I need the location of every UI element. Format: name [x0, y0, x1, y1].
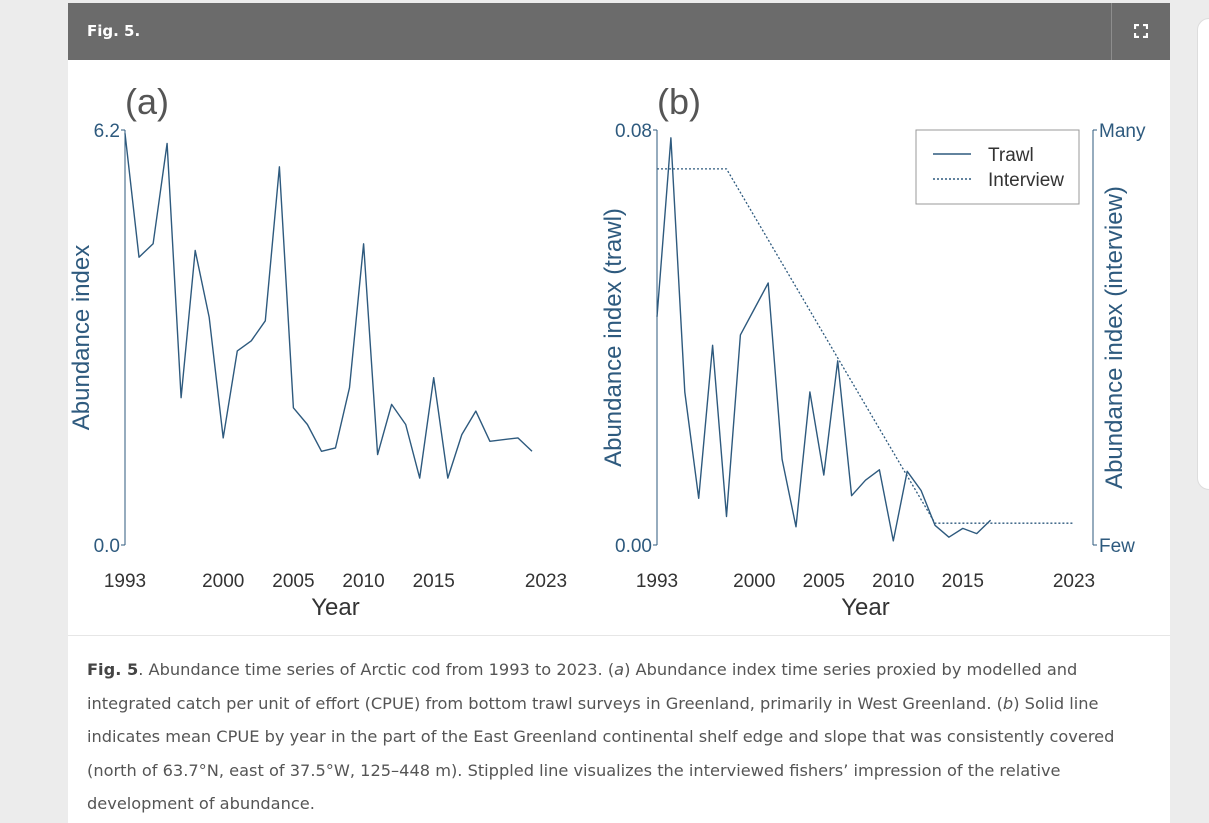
caption-label: Fig. 5: [87, 660, 139, 679]
caption-text-3: ) Solid line indicates mean CPUE by year…: [87, 693, 1115, 814]
figure-caption: Fig. 5. Abundance time series of Arctic …: [87, 653, 1157, 821]
x-tick-label: 2023: [525, 571, 567, 592]
y-tick-label: 6.2: [94, 121, 120, 142]
y-tick-label: 0.08: [615, 121, 652, 142]
y-tick-label-right: Few: [1099, 536, 1135, 557]
series-line-interview: [657, 168, 1074, 524]
x-tick-label: 2015: [942, 571, 984, 592]
figure-card: Fig. 5. (a) 6.2 0.0 Abundance index 1993 2000…: [68, 3, 1170, 823]
divider: [68, 635, 1170, 636]
figure-image: (a) 6.2 0.0 Abundance index 1993 2000 2005 2010…: [68, 60, 1170, 635]
y-axis-label: Abundance index: [68, 245, 95, 430]
x-tick-label: 2005: [803, 571, 845, 592]
x-axis-label: Year: [311, 594, 360, 621]
y-tick-label: 0.00: [615, 536, 652, 557]
y-tick-label-right: Many: [1099, 121, 1146, 142]
x-tick-label: 2010: [872, 571, 914, 592]
x-tick-label: 2000: [202, 571, 244, 592]
side-panel: [1197, 18, 1209, 490]
series-line-trawl: [656, 137, 992, 542]
x-tick-label: 1993: [636, 571, 678, 592]
x-tick-label: 2023: [1053, 571, 1095, 592]
y-axis-label: Abundance index (trawl): [600, 208, 627, 467]
series-line-0: [124, 133, 533, 479]
caption-text-2: ) Abundance index time series proxied by…: [87, 660, 1078, 713]
figure-svg: (a)6.2 0.0 Abundance index 1993 2000 2005 2010…: [68, 81, 1146, 621]
x-tick-label: 2005: [272, 571, 314, 592]
expand-icon: [1134, 24, 1148, 38]
y-tick-label: 0.0: [94, 536, 120, 557]
chart-panel-b: (b)0.08 0.00 Abundance index (trawl) 1993 20…: [600, 81, 1146, 621]
legend-label: Interview: [988, 170, 1064, 191]
x-tick-label: 2010: [342, 571, 384, 592]
legend-box: [915, 129, 1080, 205]
y-axis-right-label: Abundance index (interview): [1101, 186, 1128, 489]
expand-button[interactable]: [1111, 3, 1170, 60]
x-tick-label: 2000: [733, 571, 775, 592]
x-tick-label: 2015: [413, 571, 455, 592]
panel-label: (a): [125, 81, 169, 122]
figure-header: Fig. 5.: [68, 3, 1170, 60]
caption-italic-b: b: [1002, 693, 1014, 713]
chart-panel-a: (a)6.2 0.0 Abundance index 1993 2000 2005 2010…: [68, 81, 567, 621]
figure-title: Fig. 5.: [87, 22, 141, 40]
x-tick-label: 1993: [104, 571, 146, 592]
caption-italic-a: a: [614, 660, 625, 679]
panel-label: (b): [657, 81, 701, 122]
legend-label: Trawl: [988, 145, 1034, 166]
x-axis-label: Year: [841, 594, 890, 621]
caption-text-1: . Abundance time series of Arctic cod fr…: [138, 660, 615, 679]
